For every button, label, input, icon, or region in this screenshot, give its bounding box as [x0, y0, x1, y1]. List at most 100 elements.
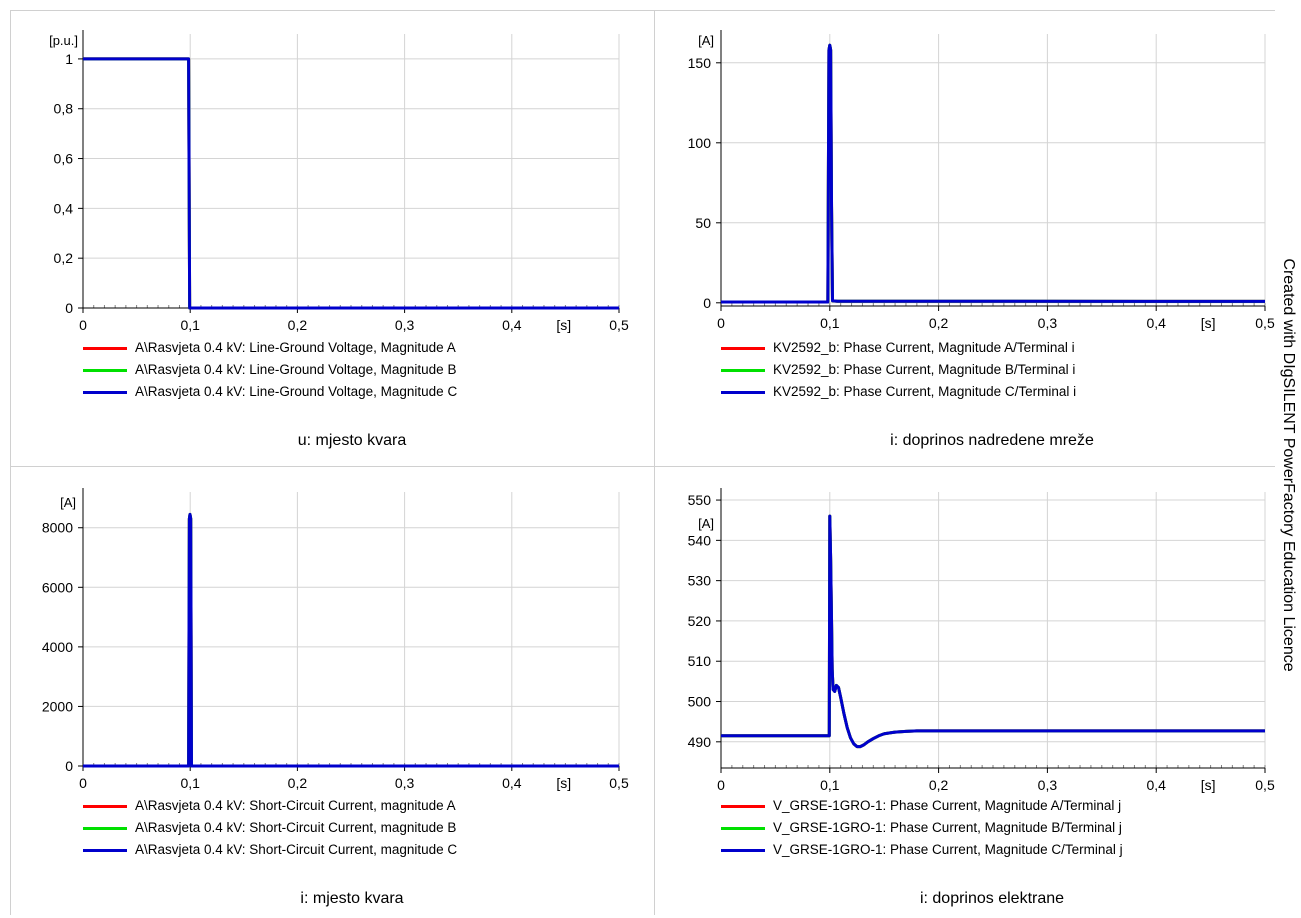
legend-swatch [83, 346, 127, 350]
legend-item: V_GRSE-1GRO-1: Phase Current, Magnitude … [721, 819, 1122, 837]
x-tick-label: 0,5 [609, 775, 629, 791]
x-tick-label: 0,5 [1255, 777, 1275, 793]
y-tick-label: 0,2 [54, 250, 74, 266]
series-line-3 [721, 43, 1266, 304]
horizontal-divider [10, 466, 1275, 467]
series-line-3 [721, 514, 1265, 749]
legend-item: V_GRSE-1GRO-1: Phase Current, Magnitude … [721, 797, 1121, 815]
y-tick-label: 2000 [42, 698, 73, 714]
x-tick-label: 0,1 [820, 777, 840, 793]
x-tick-label: 0,2 [929, 777, 949, 793]
legend-swatch [83, 804, 127, 808]
legend-label: KV2592_b: Phase Current, Magnitude A/Ter… [773, 340, 1075, 355]
legend-label: KV2592_b: Phase Current, Magnitude B/Ter… [773, 362, 1076, 377]
legend-label: V_GRSE-1GRO-1: Phase Current, Magnitude … [773, 820, 1122, 835]
x-tick-label: 0,3 [395, 775, 415, 791]
legend-item: V_GRSE-1GRO-1: Phase Current, Magnitude … [721, 841, 1123, 859]
legend-label: KV2592_b: Phase Current, Magnitude C/Ter… [773, 384, 1077, 399]
x-axis-label: [s] [1201, 777, 1216, 793]
y-tick-label: 530 [688, 573, 712, 589]
y-tick-label: 490 [688, 734, 712, 750]
legend-item: A\Rasvjeta 0.4 kV: Short-Circuit Current… [83, 841, 457, 859]
y-tick-label: 0,4 [54, 200, 74, 216]
y-tick-label: 520 [688, 613, 712, 629]
legend-swatch [721, 848, 765, 852]
y-tick-label: 6000 [42, 579, 73, 595]
x-tick-label: 0,4 [502, 775, 522, 791]
legend-label: A\Rasvjeta 0.4 kV: Short-Circuit Current… [135, 820, 457, 835]
legend-item: A\Rasvjeta 0.4 kV: Line-Ground Voltage, … [83, 383, 457, 401]
y-tick-label: 0 [65, 758, 73, 774]
watermark-text: Created with DIgSILENT PowerFactory Educ… [1280, 258, 1297, 672]
x-tick-label: 0 [79, 775, 87, 791]
x-tick-label: 0,1 [820, 315, 840, 331]
legend-swatch [83, 390, 127, 394]
y-axis-label: [A] [60, 495, 76, 510]
legend-item: A\Rasvjeta 0.4 kV: Short-Circuit Current… [83, 797, 456, 815]
y-axis-label: [A] [698, 33, 714, 48]
y-tick-label: 0,6 [54, 151, 74, 167]
x-tick-label: 0,2 [288, 775, 308, 791]
top-border [10, 10, 1275, 11]
y-tick-label: 8000 [42, 520, 73, 536]
legend-item: A\Rasvjeta 0.4 kV: Line-Ground Voltage, … [83, 339, 456, 357]
x-tick-label: 0,5 [609, 317, 629, 333]
chart-caption: i: doprinos elektrane [919, 890, 1065, 907]
y-tick-label: 100 [688, 135, 712, 151]
series-line-1 [721, 514, 1265, 749]
legend-swatch [721, 390, 765, 394]
y-axis-label: [A] [698, 516, 714, 531]
x-tick-label: 0 [717, 315, 725, 331]
y-tick-label: 0,8 [54, 101, 74, 117]
y-tick-label: 510 [688, 653, 712, 669]
x-tick-label: 0,1 [180, 775, 200, 791]
vertical-divider [654, 10, 655, 915]
legend-swatch [83, 826, 127, 830]
legend-item: KV2592_b: Phase Current, Magnitude A/Ter… [721, 339, 1075, 357]
series-line-3 [83, 57, 619, 310]
legend-label: A\Rasvjeta 0.4 kV: Line-Ground Voltage, … [135, 340, 456, 355]
chart-caption: i: doprinos nadredene mreže [890, 432, 1094, 449]
legend-swatch [83, 848, 127, 852]
x-tick-label: 0,4 [1146, 777, 1166, 793]
x-tick-label: 0 [79, 317, 87, 333]
legend-swatch [721, 804, 765, 808]
y-tick-label: 550 [688, 492, 712, 508]
legend-swatch [83, 368, 127, 372]
x-axis-label: [s] [556, 775, 571, 791]
left-border [10, 10, 11, 915]
legend-label: A\Rasvjeta 0.4 kV: Short-Circuit Current… [135, 842, 458, 857]
y-tick-label: 0 [65, 300, 73, 316]
legend-label: A\Rasvjeta 0.4 kV: Short-Circuit Current… [135, 798, 456, 813]
x-tick-label: 0,5 [1255, 315, 1275, 331]
y-tick-label: 1 [65, 51, 73, 67]
x-axis-label: [s] [1201, 315, 1216, 331]
legend-label: A\Rasvjeta 0.4 kV: Line-Ground Voltage, … [135, 362, 457, 377]
legend-swatch [721, 368, 765, 372]
x-tick-label: 0,3 [1038, 777, 1058, 793]
x-tick-label: 0 [717, 777, 725, 793]
x-tick-label: 0,4 [502, 317, 522, 333]
y-tick-label: 0 [703, 295, 711, 311]
x-tick-label: 0,3 [395, 317, 415, 333]
legend-swatch [721, 826, 765, 830]
legend-label: A\Rasvjeta 0.4 kV: Line-Ground Voltage, … [135, 384, 458, 399]
legend-label: V_GRSE-1GRO-1: Phase Current, Magnitude … [773, 842, 1123, 857]
y-tick-label: 150 [688, 55, 712, 71]
chart-caption: u: mjesto kvara [297, 432, 407, 449]
series-line-2 [721, 514, 1265, 749]
x-tick-label: 0,2 [929, 315, 949, 331]
y-axis-label: [p.u.] [49, 33, 78, 48]
y-tick-label: 50 [695, 215, 711, 231]
x-tick-label: 0,1 [180, 317, 200, 333]
y-tick-label: 4000 [42, 639, 73, 655]
series-line-3 [83, 512, 619, 768]
legend-swatch [721, 346, 765, 350]
legend-item: KV2592_b: Phase Current, Magnitude C/Ter… [721, 383, 1076, 401]
legend-item: KV2592_b: Phase Current, Magnitude B/Ter… [721, 361, 1075, 379]
